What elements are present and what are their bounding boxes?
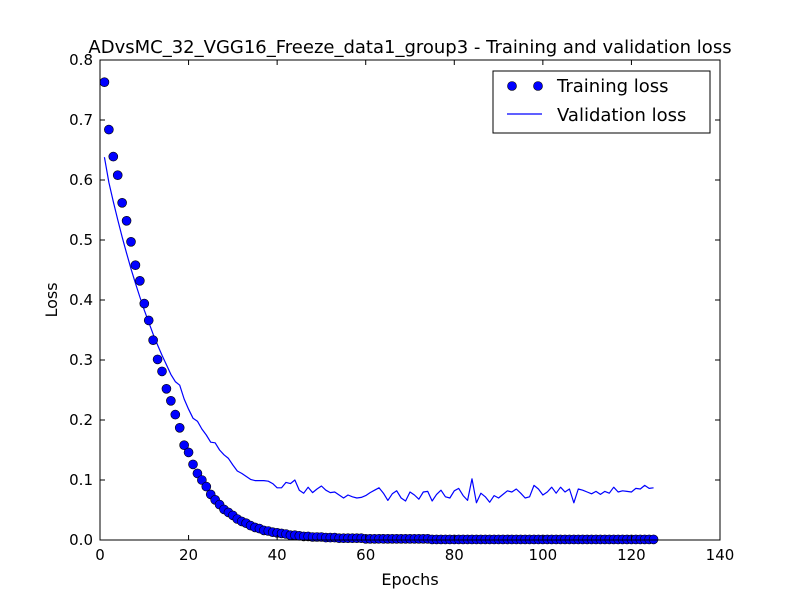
legend-training-marker-left [507,81,517,91]
training-loss-point [648,534,659,545]
training-loss-point [192,468,203,479]
training-loss-point [201,481,212,492]
x-tick-label: 20 [179,546,198,564]
x-tick-label: 140 [706,546,735,564]
x-tick-label: 80 [445,546,464,564]
training-loss-point [148,335,158,346]
training-loss-point [197,475,207,485]
chart-title: ADvsMC_32_VGG16_Freeze_data1_group3 - Tr… [88,37,731,58]
training-loss-point [161,383,172,394]
training-loss-point [99,77,110,87]
training-loss-point [117,198,127,208]
training-loss-point [174,422,185,433]
legend-training-marker-right [533,81,543,91]
training-loss-point [166,395,176,406]
plot-area [100,60,720,540]
y-tick-label: 0.2 [69,411,93,429]
training-loss-point [104,124,114,135]
legend-training-label: Training loss [556,76,669,97]
x-tick-label: 60 [356,546,375,564]
y-tick-label: 0.5 [69,231,93,249]
x-tick-label: 100 [529,546,558,564]
training-loss-point [188,459,198,470]
y-tick-label: 0.4 [69,291,93,309]
y-tick-label: 0.3 [69,351,93,369]
x-axis-label: Epochs [381,570,438,589]
legend: Training loss Validation loss [492,70,711,134]
training-loss-point [108,151,119,162]
tick-layer: 0 20 40 60 80 100 120 140 0.0 0.1 0.2 0.3 0.4 0.5 0.6 0… [69,51,734,564]
x-tick-label: 120 [617,546,646,564]
training-loss-point [170,409,181,420]
series-layer [99,77,659,545]
training-loss-point [112,170,123,180]
y-axis-label: Loss [42,282,61,317]
y-tick-label: 0.0 [69,531,93,549]
training-loss-point [135,275,145,286]
plot-frame [99,59,721,541]
training-loss-point [183,447,194,458]
training-loss-point [139,298,150,309]
training-loss-point [143,315,154,326]
y-tick-label: 0.6 [69,171,93,189]
x-tick-label: 0 [95,546,105,564]
y-tick-label: 0.7 [69,111,93,129]
legend-frame [492,70,711,134]
legend-validation-label: Validation loss [557,105,686,126]
y-tick-label: 0.8 [69,51,93,69]
training-loss-point [179,440,189,451]
training-loss-point [157,366,167,377]
validation-loss-line [103,157,654,504]
training-loss-point [126,237,136,247]
y-tick-label: 0.1 [69,471,93,489]
training-loss-point [130,260,141,271]
x-tick-label: 40 [268,546,287,564]
training-loss-point [121,216,132,226]
training-loss-point [152,354,163,365]
